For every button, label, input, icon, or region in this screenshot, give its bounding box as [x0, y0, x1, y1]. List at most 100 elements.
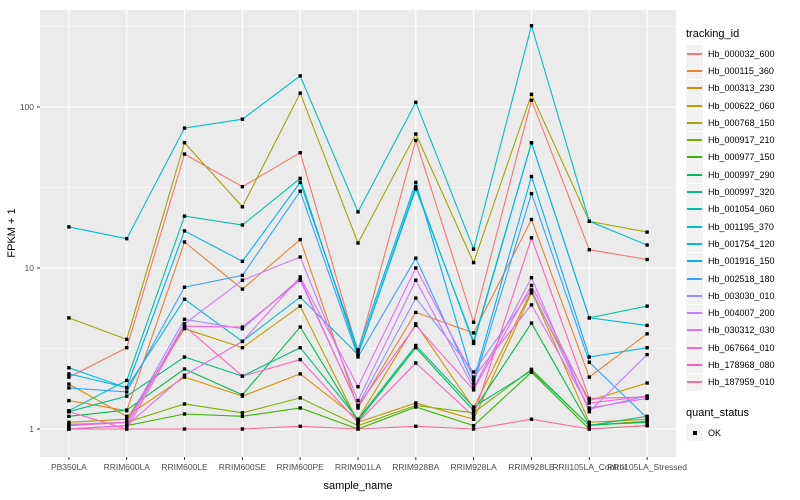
data-point: [645, 381, 649, 385]
legend-key-line-icon: [686, 356, 703, 374]
legend-entry-ok: OK: [686, 424, 798, 442]
data-point: [125, 385, 129, 390]
data-point: [67, 423, 71, 428]
data-point: [471, 411, 476, 415]
data-point: [182, 375, 187, 379]
data-point: [471, 331, 476, 335]
data-point: [356, 403, 360, 408]
legend-entry-label: Hb_002518_180: [708, 273, 775, 284]
data-point: [471, 339, 476, 344]
legend-key-line-icon: [686, 304, 703, 322]
data-point: [645, 352, 649, 357]
data-point: [125, 417, 129, 421]
data-point: [471, 320, 476, 324]
data-point: [182, 214, 187, 218]
data-point: [182, 317, 187, 321]
data-point: [298, 278, 302, 282]
data-point: [645, 304, 649, 308]
data-point: [414, 278, 418, 282]
data-point: [414, 180, 418, 185]
data-point: [471, 375, 476, 379]
data-point: [529, 141, 534, 145]
legend-entry-label: Hb_000997_320: [708, 187, 775, 198]
data-point: [414, 100, 418, 104]
legend-entry-Hb_000768_150: Hb_000768_150: [686, 114, 798, 132]
y-tick-label: 100: [20, 102, 34, 112]
legend-key-line-icon: [686, 321, 703, 339]
data-point: [67, 398, 71, 403]
data-point: [298, 151, 302, 155]
legend-entry-label: Hb_000768_150: [708, 117, 775, 128]
data-point: [529, 24, 534, 28]
data-point: [356, 210, 360, 214]
data-point: [414, 132, 418, 136]
x-tick-label: RRIM600SE: [219, 462, 267, 472]
legend-entry-Hb_000313_230: Hb_000313_230: [686, 79, 798, 97]
legend-key-line-icon: [686, 97, 703, 115]
x-axis-title: sample_name: [323, 480, 392, 492]
legend-key-line-icon: [686, 45, 703, 63]
data-point: [529, 283, 534, 288]
data-point: [471, 409, 476, 413]
data-point: [587, 355, 591, 359]
data-point: [587, 406, 591, 410]
data-point: [298, 74, 302, 78]
legend-key-line-icon: [686, 114, 703, 132]
data-point: [356, 348, 360, 352]
data-point: [587, 427, 591, 431]
data-point: [471, 417, 476, 421]
data-point: [182, 355, 187, 359]
data-point: [298, 325, 302, 329]
data-point: [529, 92, 534, 96]
data-point: [298, 237, 302, 242]
legend-entry-Hb_000997_290: Hb_000997_290: [686, 166, 798, 184]
x-tick-label: RRIM600LE: [161, 462, 208, 472]
legend-key-line-icon: [686, 373, 703, 391]
data-point: [298, 396, 302, 400]
data-point: [356, 417, 360, 421]
data-point: [587, 398, 591, 403]
x-tick-label: RRIM928BA: [392, 462, 440, 472]
data-point: [529, 236, 534, 240]
data-point: [587, 396, 591, 401]
legend-key-line-icon: [686, 183, 703, 201]
data-point: [529, 288, 534, 292]
data-point: [414, 266, 418, 270]
legend-entry-Hb_001195_370: Hb_001195_370: [686, 218, 798, 236]
legend-entry-label: Hb_001054_060: [708, 204, 775, 215]
data-point: [529, 303, 534, 307]
data-point: [414, 401, 418, 405]
x-tick-label: PB350LA: [51, 462, 87, 472]
data-point: [529, 217, 534, 222]
legend-entry-label: Hb_000313_230: [708, 83, 775, 94]
data-point: [414, 138, 418, 143]
data-point: [67, 375, 71, 379]
legend-entry-Hb_004007_200: Hb_004007_200: [686, 304, 798, 322]
legend-entry-Hb_000917_210: Hb_000917_210: [686, 131, 798, 149]
legend-key-line-icon: [686, 79, 703, 97]
data-point: [182, 373, 187, 377]
x-tick-label: RRIM600LA: [104, 462, 151, 472]
data-point: [67, 414, 71, 418]
legend-entry-label: Hb_000622_060: [708, 100, 775, 111]
legend-entry-label: Hb_000997_290: [708, 169, 775, 180]
data-point: [471, 427, 476, 431]
data-point: [587, 360, 591, 364]
legend-key-line-icon: [686, 166, 703, 184]
data-point: [67, 372, 71, 376]
data-point: [414, 296, 418, 300]
data-point: [414, 361, 418, 365]
data-point: [240, 339, 245, 344]
data-point: [645, 416, 649, 420]
data-point: [182, 324, 187, 328]
legend-key-line-icon: [686, 218, 703, 236]
data-point: [125, 346, 129, 350]
data-point: [645, 230, 649, 234]
data-point: [240, 374, 245, 378]
data-point: [240, 185, 245, 189]
legend-entry-label: Hb_001754_120: [708, 238, 775, 249]
data-point: [529, 276, 534, 280]
data-point: [240, 414, 245, 418]
data-point: [471, 388, 476, 392]
data-point: [471, 405, 476, 409]
